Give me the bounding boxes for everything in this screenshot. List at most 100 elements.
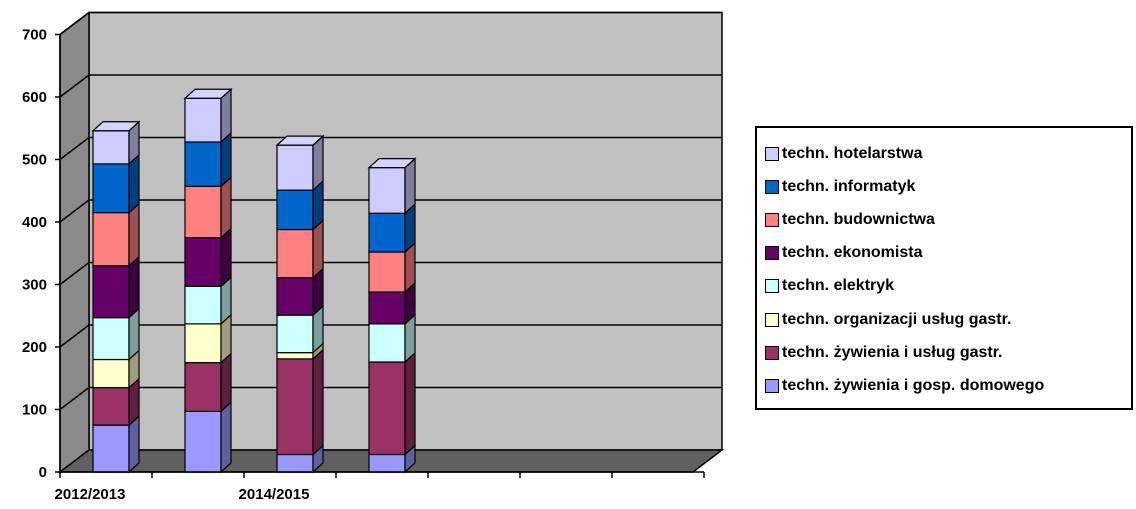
- y-tick-label: 300: [22, 277, 47, 294]
- legend-item: techn. żywienia i usług gastr.: [765, 336, 1131, 369]
- bar-segment: [276, 348, 324, 456]
- bar-side: [220, 401, 232, 474]
- legend-item: techn. informatyk: [765, 170, 1131, 203]
- bar-side: [128, 202, 140, 268]
- bar-front: [184, 362, 222, 412]
- bar-segment: [92, 202, 140, 268]
- bar-segment: [184, 131, 232, 188]
- bar-segment: [184, 276, 232, 326]
- bar-front: [368, 291, 406, 325]
- bar-top: [183, 88, 233, 99]
- legend-label: techn. informatyk: [782, 177, 916, 195]
- bar-side: [128, 255, 140, 319]
- legend-item: techn. żywienia i gosp. domowego: [765, 369, 1131, 402]
- bar-segment: [184, 227, 232, 288]
- legend-item: techn. organizacji usług gastr.: [765, 303, 1131, 336]
- legend-swatch: [765, 279, 779, 294]
- bar-segment: [368, 202, 416, 254]
- bar-front: [276, 358, 314, 456]
- y-tick-label: 200: [22, 339, 47, 356]
- bar-segment: [368, 241, 416, 294]
- bar-segment: [184, 401, 232, 474]
- y-tick-label: 500: [22, 152, 47, 169]
- bar-front: [276, 453, 314, 473]
- legend-item: techn. elektryk: [765, 270, 1131, 303]
- bar-front: [276, 189, 314, 231]
- bar-segment: [368, 351, 416, 456]
- legend-label: techn. hotelarstwa: [782, 144, 923, 162]
- legend-swatch: [765, 212, 779, 227]
- legend-label: techn. elektryk: [782, 277, 895, 295]
- bar-segment: [368, 157, 416, 215]
- bar-side: [220, 352, 232, 413]
- bar-front: [184, 185, 222, 239]
- bar-top: [275, 135, 325, 146]
- x-axis: 2012/2013 2014/2015: [55, 471, 705, 503]
- bar-segment: [276, 304, 324, 354]
- y-tick-label: 400: [22, 214, 47, 231]
- legend-item: techn. hotelarstwa: [765, 137, 1131, 170]
- bar-segment: [92, 120, 140, 166]
- bar-front: [184, 141, 222, 187]
- y-tick-label: 100: [22, 402, 47, 419]
- legend-swatch: [765, 312, 779, 327]
- y-axis: 0 100 200 300 400 500 600 700: [22, 27, 61, 481]
- legend-swatch: [765, 345, 779, 360]
- bar-side: [220, 176, 232, 239]
- bar-segment: [92, 377, 140, 427]
- bar-segment: [92, 349, 140, 389]
- gridline-side: [59, 136, 90, 161]
- y-tick-label: 0: [39, 464, 47, 481]
- bar-front: [92, 424, 130, 473]
- legend-label: techn. żywienia i gosp. domowego: [782, 376, 1045, 394]
- bar-side: [312, 348, 324, 456]
- bar-front: [368, 361, 406, 456]
- x-tick-label: 2012/2013: [55, 486, 126, 503]
- legend-swatch: [765, 146, 779, 161]
- y-tick-label: 600: [22, 89, 47, 106]
- bar-front: [92, 212, 130, 267]
- side-wall: [59, 10, 90, 474]
- bar-side: [128, 153, 140, 214]
- bar-front: [92, 163, 130, 214]
- bars: [91, 87, 417, 474]
- bar-front: [92, 265, 130, 319]
- bar-segment: [184, 352, 232, 413]
- x-tick-label: 2014/2015: [239, 486, 310, 503]
- bar-segment: [184, 87, 232, 144]
- bar-front: [184, 410, 222, 473]
- legend-label: techn. żywienia i usług gastr.: [782, 343, 1003, 361]
- bar-front: [368, 212, 406, 253]
- bar-front: [368, 453, 406, 473]
- bar-front: [184, 285, 222, 325]
- gridline-side: [59, 324, 90, 348]
- bar-segment: [368, 313, 416, 364]
- bar-front: [368, 251, 406, 293]
- bar-front: [368, 167, 406, 214]
- bar-front: [92, 387, 130, 426]
- legend-swatch: [765, 378, 779, 393]
- bar-side: [220, 227, 232, 288]
- legend-label: techn. ekonomista: [782, 244, 923, 262]
- y-tick-label: 700: [22, 27, 47, 44]
- bar-front: [276, 314, 314, 354]
- bar-front: [276, 144, 314, 191]
- bar-front: [92, 358, 130, 389]
- legend-item: techn. budownictwa: [765, 203, 1131, 236]
- bar-front: [276, 277, 314, 316]
- bar-front: [276, 352, 314, 360]
- bar-segment: [276, 219, 324, 279]
- gridline-side: [59, 74, 90, 98]
- gridline-side: [59, 261, 90, 286]
- bar-front: [184, 97, 222, 143]
- bar-front: [368, 323, 406, 363]
- bar-top: [91, 121, 141, 132]
- legend: techn. hotelarstwa techn. informatyk techn…: [755, 126, 1133, 410]
- legend-label: techn. organizacji usług gastr.: [782, 310, 1012, 328]
- bar-front: [92, 317, 130, 361]
- legend-swatch: [765, 179, 779, 194]
- gridline-side: [59, 199, 90, 223]
- bar-side: [404, 351, 416, 456]
- bar-top: [367, 158, 417, 169]
